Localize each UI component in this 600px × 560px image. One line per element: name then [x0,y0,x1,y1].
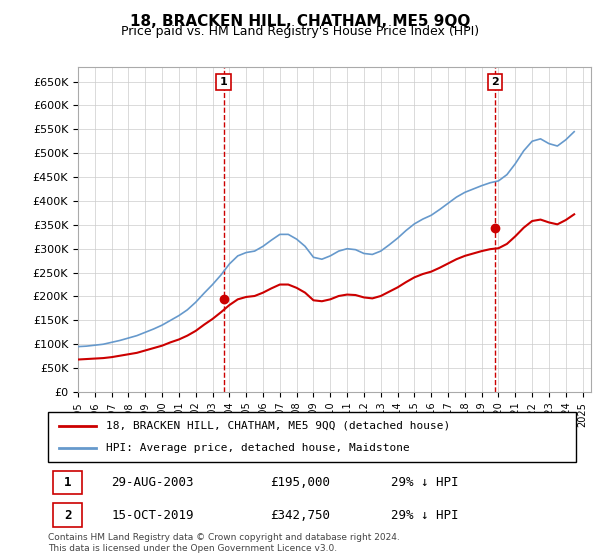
Text: HPI: Average price, detached house, Maidstone: HPI: Average price, detached house, Maid… [106,443,410,453]
Text: 29% ↓ HPI: 29% ↓ HPI [391,508,459,521]
Text: 29-AUG-2003: 29-AUG-2003 [112,477,194,489]
Text: 2: 2 [64,508,71,521]
Text: 2: 2 [491,77,499,87]
Text: £195,000: £195,000 [270,477,330,489]
Text: 18, BRACKEN HILL, CHATHAM, ME5 9QQ (detached house): 18, BRACKEN HILL, CHATHAM, ME5 9QQ (deta… [106,421,451,431]
Text: £342,750: £342,750 [270,508,330,521]
Text: 1: 1 [220,77,227,87]
FancyBboxPatch shape [48,412,576,462]
Text: 18, BRACKEN HILL, CHATHAM, ME5 9QQ: 18, BRACKEN HILL, CHATHAM, ME5 9QQ [130,14,470,29]
FancyBboxPatch shape [53,503,82,526]
Text: 29% ↓ HPI: 29% ↓ HPI [391,477,459,489]
FancyBboxPatch shape [53,472,82,494]
Text: Contains HM Land Registry data © Crown copyright and database right 2024.
This d: Contains HM Land Registry data © Crown c… [48,533,400,553]
Text: 15-OCT-2019: 15-OCT-2019 [112,508,194,521]
Text: Price paid vs. HM Land Registry's House Price Index (HPI): Price paid vs. HM Land Registry's House … [121,25,479,38]
Text: 1: 1 [64,477,71,489]
